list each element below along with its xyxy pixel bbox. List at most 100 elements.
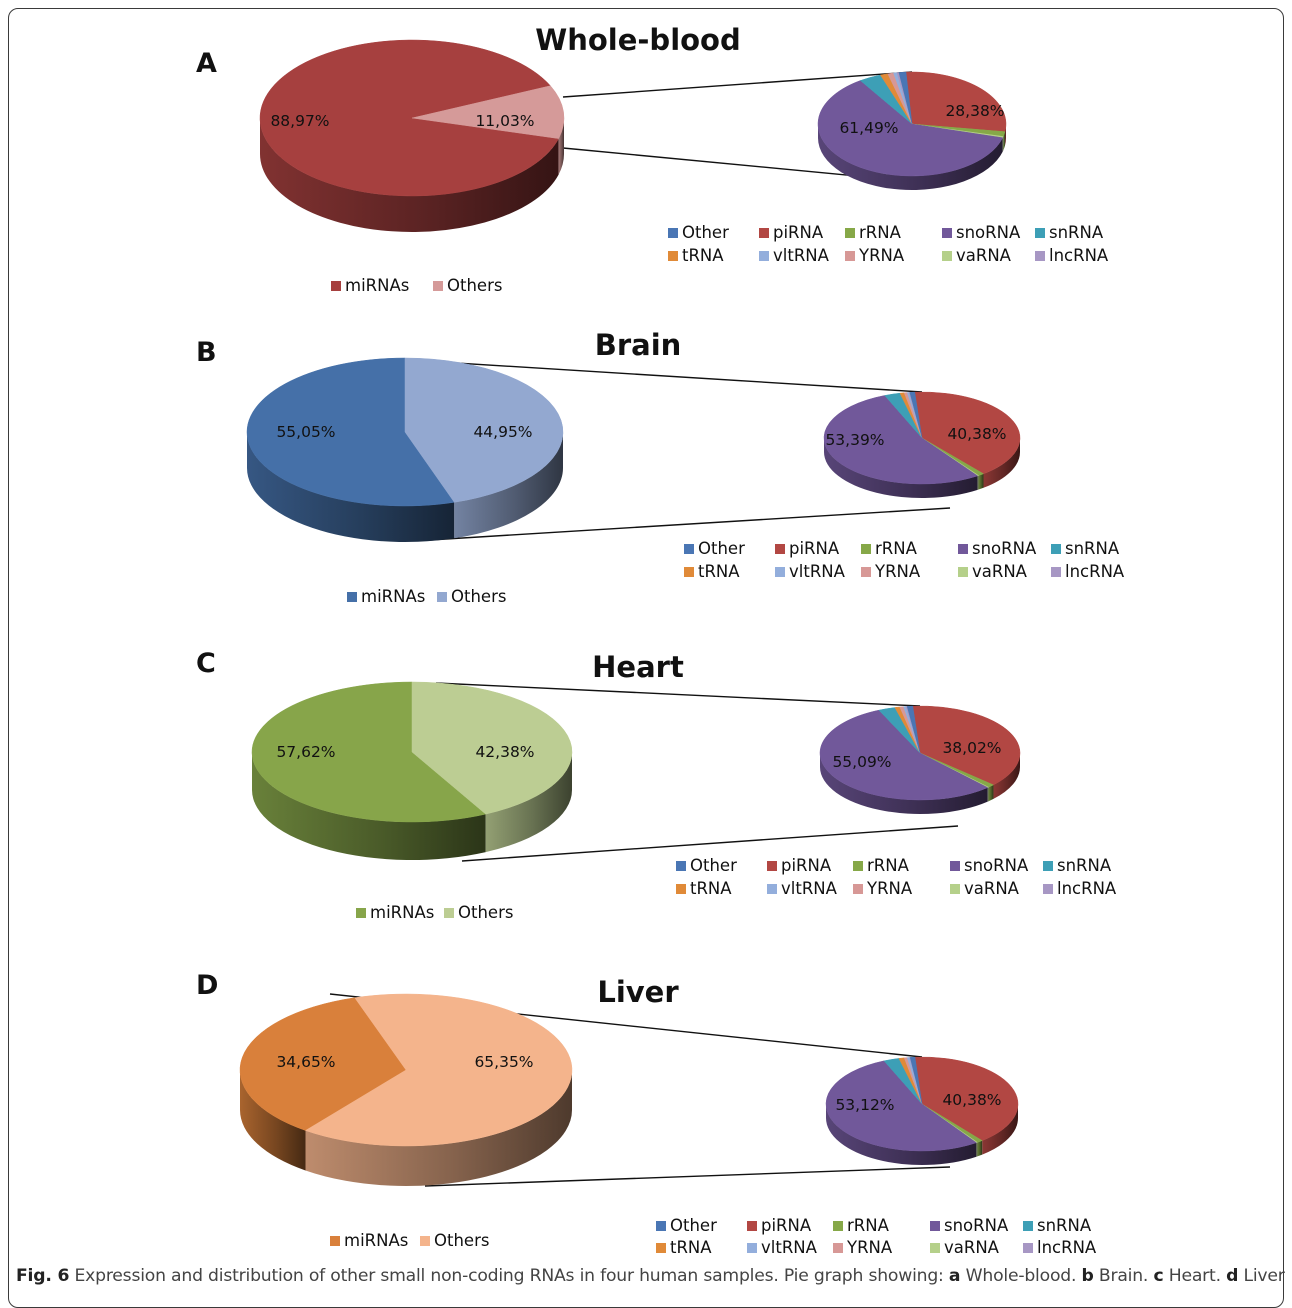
legend-label-B-lncRNA: lncRNA — [1065, 562, 1125, 581]
sub-pie-D-side-walls — [826, 1104, 1018, 1165]
legend-label-D-piRNA: piRNA — [761, 1216, 812, 1235]
legend-swatch — [767, 884, 777, 894]
legend-item-A-snRNA: snRNA — [1035, 223, 1104, 242]
sub-pie-label-D-piRNA: 40,38% — [942, 1091, 1001, 1109]
connector-line-C-2 — [461, 825, 959, 862]
legend-label-D-Other: Other — [670, 1216, 717, 1235]
legend-label-D-vaRNA: vaRNA — [944, 1238, 1000, 1257]
main-pie-B-slice-Others — [404, 357, 564, 503]
legend-swatch — [759, 251, 769, 261]
legend-item-A-YRNA: YRNA — [845, 246, 905, 265]
legend-label-C-YRNA: YRNA — [866, 879, 913, 898]
legend-swatch — [775, 544, 785, 554]
legend-swatch — [1035, 251, 1045, 261]
legend-label-A-rRNA: rRNA — [859, 223, 902, 242]
legend-label-A-tRNA: tRNA — [682, 246, 724, 265]
sub-pie-B-slice-piRNA — [914, 391, 1021, 475]
main-pie-A-side-walls — [260, 118, 564, 233]
main-pie-label-B-Others: 44,95% — [473, 423, 532, 441]
panel-letter-B: B — [196, 337, 217, 368]
legend-swatch — [942, 251, 952, 261]
legend-label-C-lncRNA: lncRNA — [1057, 879, 1117, 898]
legend-item-B-vltRNA: vltRNA — [775, 562, 846, 581]
connector-line-A-1 — [562, 71, 913, 98]
legend-label-B-YRNA: YRNA — [874, 562, 921, 581]
legend-swatch — [444, 908, 454, 918]
sub-pie-A-side-vaRNA — [1002, 136, 1004, 152]
legend-item-C-Other: Other — [676, 856, 737, 875]
main-legend-item-C-Others: Others — [444, 903, 513, 922]
panel-title-A: Whole-blood — [535, 23, 741, 57]
sub-pie-label-B-piRNA: 40,38% — [947, 425, 1006, 443]
legend-swatch — [356, 908, 366, 918]
legend-swatch — [1023, 1221, 1033, 1231]
legend-label-B-Other: Other — [698, 539, 745, 558]
caption-letter-d: d — [1226, 1266, 1239, 1286]
main-legend-label-B-miRNAs: miRNAs — [361, 587, 425, 606]
main-pie-label-B-miRNAs: 55,05% — [276, 423, 335, 441]
legend-swatch — [853, 884, 863, 894]
legend-item-B-snRNA: snRNA — [1051, 539, 1120, 558]
sub-pie-A-side-walls — [817, 124, 1006, 190]
legend-item-D-lncRNA: lncRNA — [1023, 1238, 1097, 1257]
legend-item-A-piRNA: piRNA — [759, 223, 824, 242]
legend-label-D-rRNA: rRNA — [847, 1216, 890, 1235]
main-legend-item-B-Others: Others — [437, 587, 506, 606]
sub-pie-D-side-vaRNA — [976, 1142, 978, 1157]
legend-item-D-vltRNA: vltRNA — [747, 1238, 818, 1257]
main-legend-item-D-miRNAs: miRNAs — [330, 1231, 408, 1250]
main-legend-item-B-miRNAs: miRNAs — [347, 587, 425, 606]
legend-swatch — [747, 1243, 757, 1253]
main-pie-A-side-Others — [558, 118, 564, 175]
caption-text-b: Brain. — [1093, 1266, 1154, 1286]
legend-item-C-vltRNA: vltRNA — [767, 879, 838, 898]
legend-item-C-vaRNA: vaRNA — [950, 879, 1020, 898]
legend-label-A-snRNA: snRNA — [1049, 223, 1104, 242]
legend-label-B-tRNA: tRNA — [698, 562, 740, 581]
caption-text: Expression and distribution of other sma… — [69, 1266, 949, 1286]
legend-item-B-piRNA: piRNA — [775, 539, 840, 558]
legend-swatch — [1035, 228, 1045, 238]
legend-label-A-YRNA: YRNA — [858, 246, 905, 265]
main-pie-B-side-Others — [454, 432, 563, 539]
sub-pie-C-side-vaRNA — [987, 787, 989, 802]
legend-swatch — [656, 1243, 666, 1253]
main-pie-label-D-Others: 65,35% — [474, 1053, 533, 1071]
sub-pie-D — [825, 1056, 1019, 1165]
main-pie-D — [239, 993, 573, 1186]
sub-pie-B-side-walls — [823, 438, 1020, 498]
sub-pie-D-side-piRNA — [982, 1104, 1018, 1155]
main-pie-label-C-miRNAs: 57,62% — [276, 743, 335, 761]
legend-item-B-lncRNA: lncRNA — [1051, 562, 1125, 581]
legend-swatch — [833, 1243, 843, 1253]
legend-item-C-rRNA: rRNA — [853, 856, 910, 875]
sub-pie-D-side-snoRNA — [826, 1104, 977, 1165]
panel-D: Other piRNA rRNA snoRNA snRNA tRNA vltRNA YRNA v… — [239, 993, 1097, 1257]
legend-label-A-Other: Other — [682, 223, 729, 242]
sub-pie-D-side-rRNA — [977, 1140, 983, 1157]
legend-label-C-snoRNA: snoRNA — [964, 856, 1029, 875]
legend-label-B-snRNA: snRNA — [1065, 539, 1120, 558]
panel-letter-C: C — [196, 648, 216, 679]
legend-item-C-snRNA: snRNA — [1043, 856, 1112, 875]
legend-swatch — [845, 228, 855, 238]
main-pie-C-slice-miRNAs — [251, 681, 487, 823]
legend-swatch — [668, 251, 678, 261]
main-legend-label-C-miRNAs: miRNAs — [370, 903, 434, 922]
legend-swatch — [775, 567, 785, 577]
sub-pie-B — [823, 391, 1021, 498]
legend-item-D-Other: Other — [656, 1216, 717, 1235]
legend-item-D-snRNA: snRNA — [1023, 1216, 1092, 1235]
main-pie-label-D-miRNAs: 34,65% — [276, 1053, 335, 1071]
main-legend-item-C-miRNAs: miRNAs — [356, 903, 434, 922]
legend-swatch — [767, 861, 777, 871]
legend-item-B-YRNA: YRNA — [861, 562, 921, 581]
sub-pie-D-slice-snoRNA — [825, 1060, 977, 1152]
main-pie-label-A-Others: 11,03% — [475, 112, 534, 130]
sub-pie-C-side-rRNA — [988, 784, 994, 802]
legend-swatch — [420, 1236, 430, 1246]
sub-pie-D-slice-piRNA — [914, 1056, 1019, 1141]
legend-swatch — [958, 567, 968, 577]
legend-item-B-snoRNA: snoRNA — [958, 539, 1037, 558]
